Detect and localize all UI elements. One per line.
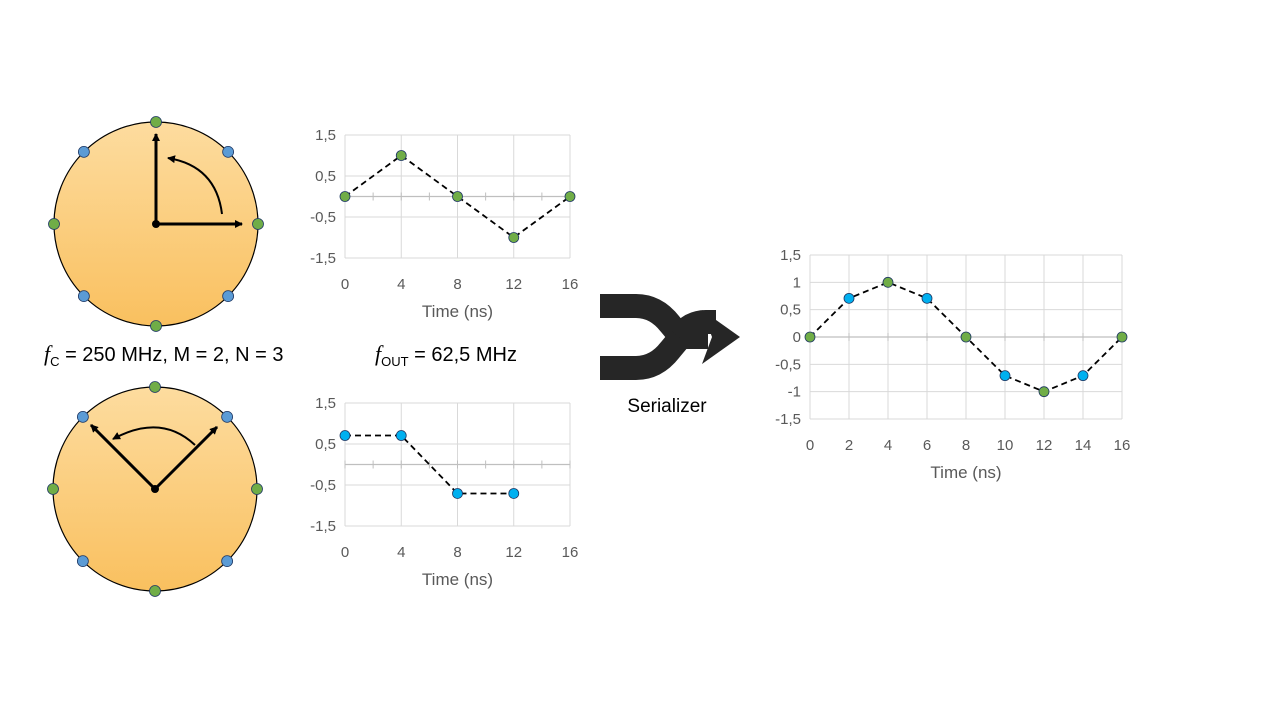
chart-serialized-output: 0 2 4 6 8 10 12 14 16 1,5 1 0,5 0 -0,5 -1 -1,5 Time (ns) xyxy=(755,245,1135,495)
fc-subscript: C xyxy=(50,354,60,369)
x-tick-label: 16 xyxy=(562,276,579,293)
serializer-label: Serializer xyxy=(627,396,707,417)
y-tick-label: -1,5 xyxy=(310,250,336,267)
y-tick-label: 1,5 xyxy=(315,127,336,144)
data-point xyxy=(395,150,407,161)
rotation-arrow xyxy=(112,426,196,446)
phase-dot xyxy=(149,381,161,393)
y-tick-label: 1 xyxy=(793,274,801,291)
fc-variable: f xyxy=(44,341,51,366)
phase-dot xyxy=(252,218,264,230)
data-point xyxy=(1038,386,1050,398)
y-tick-label: 1,5 xyxy=(780,247,801,264)
x-tick-label: 6 xyxy=(923,437,931,454)
x-tick-label: 12 xyxy=(505,276,522,293)
data-point xyxy=(508,232,520,243)
x-tick-label: 8 xyxy=(453,544,461,561)
x-axis-title: Time (ns) xyxy=(422,570,493,589)
phase-dot xyxy=(150,116,162,128)
phase-clock-top xyxy=(48,116,264,332)
phase-dot xyxy=(77,290,90,303)
fc-rest: = 250 MHz, M = 2, N = 3 xyxy=(59,344,284,366)
phase-dot xyxy=(76,410,89,423)
output-frequency-label: fOUT = 62,5 MHz xyxy=(375,341,517,369)
phase-dot xyxy=(76,555,89,568)
y-tick-label: -1,5 xyxy=(310,518,336,535)
phase-clock-bottom xyxy=(47,381,263,597)
x-tick-label: 10 xyxy=(997,437,1014,454)
y-tick-label: 1,5 xyxy=(315,395,336,412)
series-line xyxy=(345,434,514,495)
series-line xyxy=(344,154,571,239)
x-tick-label: 14 xyxy=(1075,437,1092,454)
x-tick-label: 4 xyxy=(397,276,405,293)
phase-dot xyxy=(48,218,60,230)
y-tick-label: -1 xyxy=(788,384,801,401)
y-tick-label: 0,5 xyxy=(780,302,801,319)
phase-dot xyxy=(222,290,235,303)
x-tick-label: 0 xyxy=(341,276,349,293)
phase-dot xyxy=(77,145,90,158)
data-point xyxy=(999,370,1011,382)
y-tick-label: -1,5 xyxy=(775,411,801,428)
phase-vector-135 xyxy=(89,423,157,491)
phase-dot xyxy=(47,483,59,495)
phase-dot xyxy=(251,483,263,495)
fout-variable: f xyxy=(375,341,382,366)
phase-dot xyxy=(149,585,161,597)
x-tick-label: 12 xyxy=(505,544,522,561)
clock-phase-dots xyxy=(48,116,264,332)
phase-dot xyxy=(222,145,235,158)
clock-phase-dots xyxy=(47,381,263,597)
data-point xyxy=(339,430,351,441)
fout-subscript: OUT xyxy=(381,354,409,369)
x-tick-label: 12 xyxy=(1036,437,1053,454)
x-tick-label: 16 xyxy=(1114,437,1131,454)
clock-center xyxy=(152,220,160,228)
data-point xyxy=(843,292,855,304)
phase-dot xyxy=(221,410,234,423)
data-point xyxy=(508,488,520,499)
data-point xyxy=(339,191,351,202)
phase-dot xyxy=(221,555,234,568)
rotation-arrow xyxy=(167,155,223,215)
x-tick-label: 16 xyxy=(562,544,579,561)
data-point xyxy=(921,292,933,304)
phase-vector-45 xyxy=(153,425,219,491)
data-point xyxy=(452,191,463,202)
data-point xyxy=(395,430,407,441)
y-tick-label: -0,5 xyxy=(310,209,336,226)
x-tick-label: 8 xyxy=(962,437,970,454)
x-tick-label: 2 xyxy=(845,437,853,454)
y-tick-label: -0,5 xyxy=(310,477,336,494)
data-point xyxy=(1077,370,1089,382)
data-point xyxy=(882,276,894,288)
data-point xyxy=(960,331,972,343)
chart-top-lane: 0 4 8 12 16 1,5 0,5 -0,5 -1,5 Time (ns) xyxy=(290,125,590,330)
y-tick-label: 0,5 xyxy=(315,168,336,185)
x-axis-title: Time (ns) xyxy=(930,463,1001,482)
y-tick-label: -0,5 xyxy=(775,356,801,373)
x-tick-label: 8 xyxy=(453,276,461,293)
clock-center xyxy=(151,485,159,493)
clock-frequency-label: fC = 250 MHz, M = 2, N = 3 xyxy=(44,341,284,369)
data-point xyxy=(564,191,576,202)
x-tick-label: 4 xyxy=(884,437,892,454)
data-point xyxy=(1116,331,1128,343)
x-tick-label: 4 xyxy=(397,544,405,561)
x-axis-title: Time (ns) xyxy=(422,302,493,321)
chart-bottom-lane: 0 4 8 12 16 1,5 0,5 -0,5 -1,5 Time (ns) xyxy=(290,393,590,598)
phase-dot xyxy=(150,320,162,332)
data-point xyxy=(452,488,463,499)
x-tick-label: 0 xyxy=(806,437,814,454)
y-tick-label: 0,5 xyxy=(315,436,336,453)
y-tick-label: 0 xyxy=(793,329,801,346)
x-tick-label: 0 xyxy=(341,544,349,561)
data-point xyxy=(804,331,816,343)
fout-rest: = 62,5 MHz xyxy=(408,344,517,366)
serializer-merge-icon xyxy=(600,294,740,380)
